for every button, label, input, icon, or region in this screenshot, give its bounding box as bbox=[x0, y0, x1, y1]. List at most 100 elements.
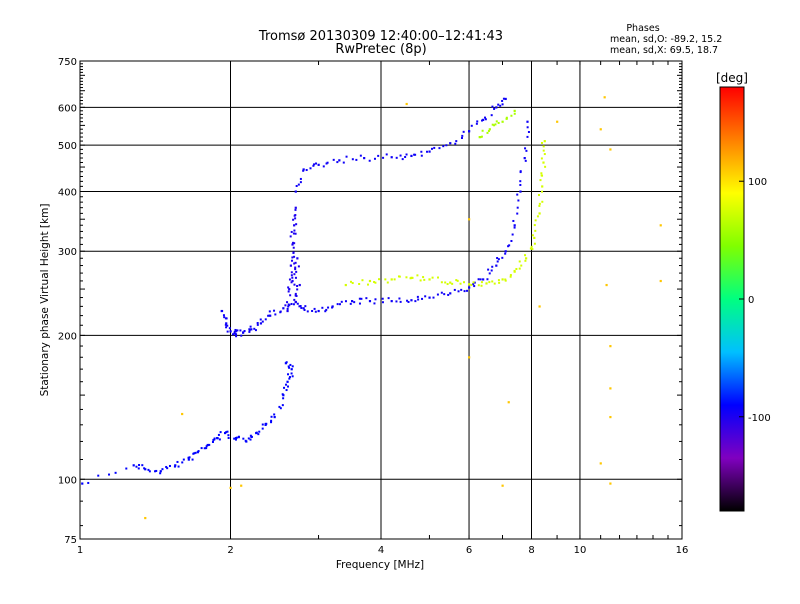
echo-point bbox=[487, 268, 490, 271]
y-tick-label: 75 bbox=[64, 535, 77, 546]
x-axis-ticks: 1 2 4 6 8 10 16 bbox=[77, 61, 688, 556]
echo-point bbox=[299, 177, 302, 180]
echo-point bbox=[475, 122, 478, 125]
echo-point bbox=[287, 365, 290, 368]
echo-point bbox=[226, 430, 229, 433]
echo-point bbox=[447, 293, 450, 296]
echo-point bbox=[240, 484, 243, 487]
echo-point bbox=[504, 97, 507, 101]
echo-point bbox=[290, 271, 293, 274]
y-axis-label: Stationary phase Virtual Height [km] bbox=[39, 204, 51, 397]
echo-point bbox=[288, 278, 291, 281]
echo-point bbox=[385, 153, 388, 156]
echo-point bbox=[428, 296, 431, 299]
echo-point bbox=[470, 283, 473, 286]
echo-point bbox=[267, 314, 270, 317]
echo-point bbox=[537, 194, 540, 197]
echo-point bbox=[530, 245, 533, 248]
echo-point bbox=[524, 159, 527, 162]
echo-point bbox=[296, 302, 299, 305]
echo-point bbox=[268, 310, 271, 313]
echo-point bbox=[374, 298, 377, 301]
echo-point bbox=[234, 333, 238, 336]
x-tick-label: 4 bbox=[378, 545, 384, 556]
echo-point bbox=[542, 145, 545, 148]
echo-point bbox=[194, 451, 197, 454]
echo-point bbox=[274, 313, 277, 316]
echo-point bbox=[433, 146, 436, 149]
echo-point bbox=[282, 397, 285, 400]
echo-point bbox=[599, 128, 602, 131]
echo-point bbox=[273, 415, 276, 419]
echo-point bbox=[226, 324, 229, 327]
echo-point bbox=[250, 328, 253, 331]
echo-point bbox=[177, 465, 180, 468]
echo-point bbox=[460, 288, 463, 291]
echo-point bbox=[373, 280, 376, 283]
echo-point bbox=[519, 190, 522, 193]
echo-point bbox=[181, 412, 184, 416]
echo-point bbox=[317, 309, 320, 313]
echo-point bbox=[455, 279, 458, 282]
x-tick-label: 2 bbox=[227, 545, 233, 556]
echo-point bbox=[404, 155, 407, 158]
echo-point bbox=[293, 255, 296, 258]
echo-point bbox=[536, 215, 539, 218]
echo-point bbox=[290, 274, 293, 277]
echo-point bbox=[313, 163, 316, 166]
echo-point bbox=[249, 434, 252, 437]
echo-point bbox=[224, 431, 227, 435]
echo-point bbox=[302, 168, 305, 171]
echo-point bbox=[245, 440, 248, 443]
echo-point bbox=[232, 333, 235, 336]
echo-point bbox=[141, 464, 144, 467]
echo-point bbox=[540, 157, 543, 160]
echo-point bbox=[225, 322, 228, 325]
echo-point bbox=[491, 105, 494, 108]
echo-point bbox=[504, 279, 507, 282]
echo-point bbox=[338, 303, 341, 306]
echo-point bbox=[143, 467, 146, 470]
echo-point bbox=[542, 149, 545, 152]
echo-point bbox=[291, 279, 294, 283]
x-tick-label: 1 bbox=[77, 545, 83, 556]
echo-point bbox=[290, 281, 293, 284]
echo-point bbox=[463, 290, 466, 293]
echo-point bbox=[401, 158, 404, 161]
echo-point bbox=[132, 464, 135, 467]
echo-point bbox=[488, 128, 491, 131]
echo-point bbox=[226, 330, 229, 333]
echo-point bbox=[472, 283, 475, 286]
echo-point bbox=[361, 279, 364, 282]
echo-point bbox=[659, 224, 662, 227]
echo-point bbox=[358, 297, 361, 300]
echo-point bbox=[378, 278, 381, 281]
echo-point bbox=[324, 310, 327, 313]
echo-point bbox=[135, 465, 138, 468]
echo-point bbox=[294, 206, 297, 209]
echo-point bbox=[422, 276, 425, 279]
echo-point bbox=[516, 212, 519, 215]
echo-point bbox=[197, 450, 200, 453]
echo-point bbox=[446, 283, 449, 286]
echo-point bbox=[540, 172, 543, 175]
echo-point bbox=[287, 373, 290, 376]
echo-point bbox=[481, 119, 484, 122]
colorbar-ticks: 100 0 -100 bbox=[739, 177, 771, 424]
echo-point bbox=[468, 356, 471, 359]
echo-point bbox=[410, 299, 413, 302]
echo-point bbox=[526, 126, 529, 129]
echo-point bbox=[208, 443, 211, 446]
echo-point bbox=[659, 279, 662, 283]
echo-point bbox=[490, 114, 493, 117]
echo-point bbox=[423, 278, 426, 281]
echo-point bbox=[449, 281, 452, 284]
echo-point bbox=[416, 274, 419, 277]
echo-point bbox=[479, 278, 482, 281]
echo-point bbox=[481, 129, 484, 132]
echo-point bbox=[472, 281, 475, 284]
echo-point bbox=[147, 468, 150, 471]
echo-point bbox=[533, 236, 536, 240]
echo-point bbox=[533, 224, 536, 227]
echo-point bbox=[342, 161, 345, 164]
